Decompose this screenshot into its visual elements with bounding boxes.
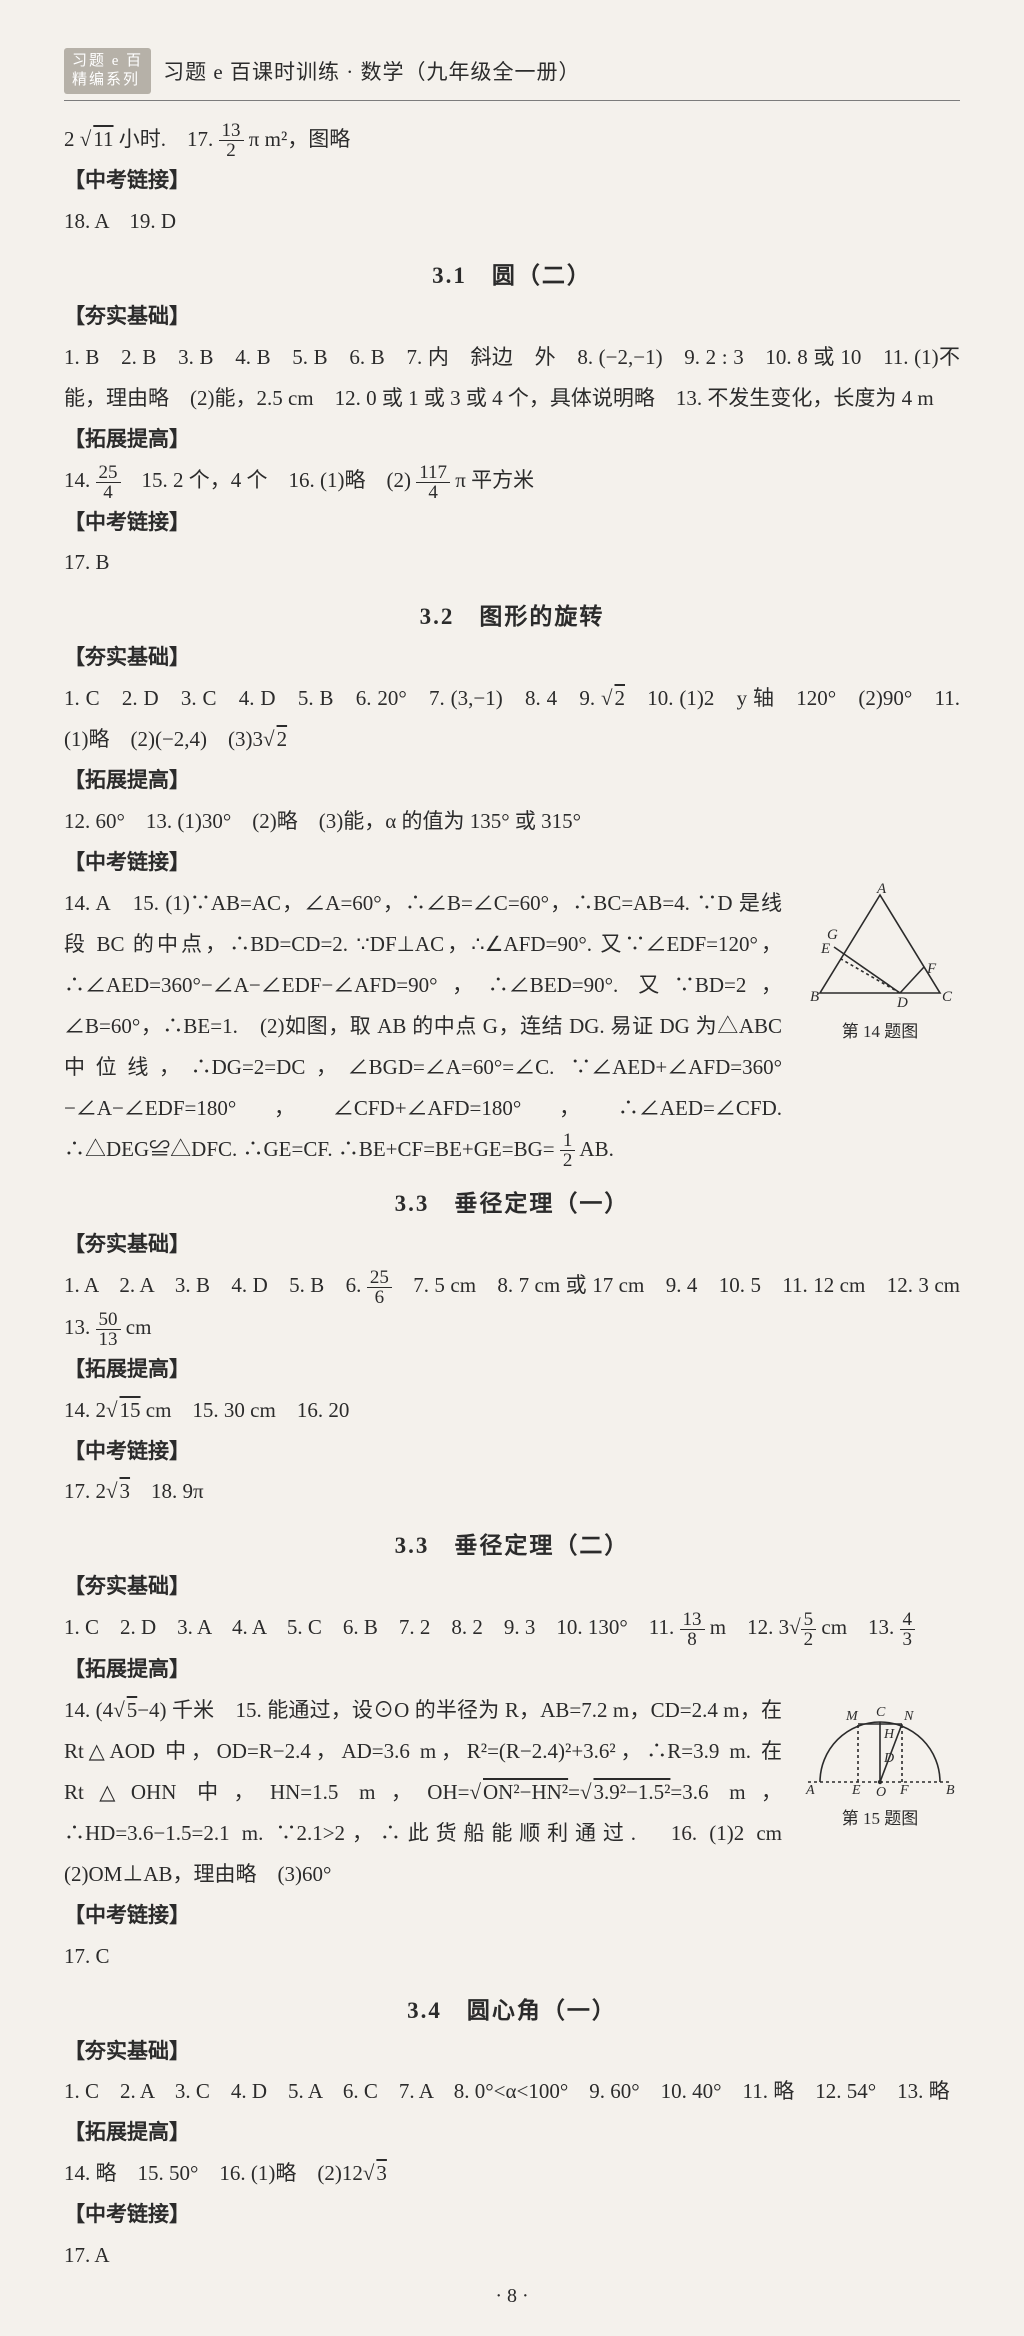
s31-tag-basic: 【夯实基础】: [64, 296, 960, 337]
s33b-link-body: 17. C: [64, 1936, 960, 1977]
s34-tag-basic: 【夯实基础】: [64, 2031, 960, 2072]
section-3-1-title: 3.1 圆（二）: [64, 256, 960, 290]
s34-tag-ext: 【拓展提高】: [64, 2112, 960, 2153]
s33b-basic-body: 1. C 2. D 3. A 4. A 5. C 6. B 7. 2 8. 2 …: [64, 1607, 960, 1649]
figure-14-svg: A B C D E G F: [805, 883, 955, 1013]
s33a-tag-link: 【中考链接】: [64, 1431, 960, 1472]
series-seal: 习题 e 百 精编系列: [64, 48, 151, 94]
fig15-label-C: C: [876, 1705, 886, 1720]
s32-tag-ext: 【拓展提高】: [64, 760, 960, 801]
s31-tag-link: 【中考链接】: [64, 502, 960, 543]
carryover-tag: 【中考链接】: [64, 160, 960, 201]
carryover-answers: 18. A 19. D: [64, 201, 960, 242]
carryover-body: 2 √11 小时. 17. 132 π m²，图略: [64, 119, 960, 161]
seal-line-2: 精编系列: [72, 72, 140, 88]
s33b-tag-ext: 【拓展提高】: [64, 1649, 960, 1690]
fig15-label-B: B: [946, 1783, 955, 1798]
s32-basic-body: 1. C 2. D 3. C 4. D 5. B 6. 20° 7. (3,−1…: [64, 678, 960, 760]
section-3-3a-title: 3.3 垂径定理（一）: [64, 1184, 960, 1218]
s34-tag-link: 【中考链接】: [64, 2194, 960, 2235]
s32-ext-body: 12. 60° 13. (1)30° (2)略 (3)能，α 的值为 135° …: [64, 801, 960, 842]
section-3-3b-title: 3.3 垂径定理（二）: [64, 1526, 960, 1560]
fig14-label-G: G: [827, 927, 838, 943]
s31-basic-body: 1. B 2. B 3. B 4. B 5. B 6. B 7. 内 斜边 外 …: [64, 337, 960, 419]
s32-tag-link: 【中考链接】: [64, 842, 960, 883]
fig15-label-N: N: [903, 1709, 914, 1724]
s31-ext-body: 14. 254 15. 2 个，4 个 16. (1)略 (2) 1174 π …: [64, 460, 960, 502]
s33a-tag-ext: 【拓展提高】: [64, 1349, 960, 1390]
figure-14-caption: 第 14 题图: [800, 1017, 960, 1042]
s33a-basic-body: 1. A 2. A 3. B 4. D 5. B 6. 256 7. 5 cm …: [64, 1265, 960, 1348]
fig14-label-C: C: [942, 989, 953, 1005]
s33a-link-body: 17. 2√3 18. 9π: [64, 1471, 960, 1512]
fig14-label-B: B: [810, 989, 819, 1005]
s34-ext-body: 14. 略 15. 50° 16. (1)略 (2)12√3: [64, 2153, 960, 2194]
section-3-2-title: 3.2 图形的旋转: [64, 597, 960, 631]
fig15-label-F: F: [899, 1783, 909, 1798]
page-header: 习题 e 百 精编系列 习题 e 百课时训练 · 数学（九年级全一册）: [64, 48, 960, 101]
fig14-label-F: F: [926, 961, 937, 977]
fig15-label-H: H: [883, 1727, 895, 1742]
s33a-tag-basic: 【夯实基础】: [64, 1224, 960, 1265]
fig14-label-E: E: [820, 941, 830, 957]
s32-tag-basic: 【夯实基础】: [64, 637, 960, 678]
s33a-ext-body: 14. 2√15 cm 15. 30 cm 16. 20: [64, 1390, 960, 1431]
page-number: · 8 ·: [0, 2285, 1024, 2308]
s34-link-body: 17. A: [64, 2235, 960, 2276]
fig15-label-O: O: [876, 1785, 886, 1800]
figure-15-box: A B M C N H D E F O 第 15 题图: [800, 1690, 960, 1829]
series-title: 习题 e 百课时训练 · 数学（九年级全一册）: [163, 56, 580, 86]
s32-link-row: 14. A 15. (1)∵AB=AC，∠A=60°，∴∠B=∠C=60°，∴B…: [64, 883, 960, 1170]
seal-line-1: 习题 e 百: [72, 53, 143, 69]
fig15-label-D: D: [883, 1751, 894, 1766]
fig15-label-E: E: [851, 1783, 861, 1798]
fig15-label-M: M: [845, 1709, 859, 1724]
figure-15-svg: A B M C N H D E F O: [800, 1690, 960, 1800]
s33b-tag-basic: 【夯实基础】: [64, 1566, 960, 1607]
s34-basic-body: 1. C 2. A 3. C 4. D 5. A 6. C 7. A 8. 0°…: [64, 2071, 960, 2112]
s33b-ext-body: 14. (4√5−4) 千米 15. 能通过，设⊙O 的半径为 R，AB=7.2…: [64, 1690, 782, 1895]
s31-link-body: 17. B: [64, 542, 960, 583]
fig14-label-D: D: [896, 995, 908, 1011]
fig15-label-A: A: [805, 1783, 815, 1798]
s33b-ext-row: 14. (4√5−4) 千米 15. 能通过，设⊙O 的半径为 R，AB=7.2…: [64, 1690, 960, 1895]
section-3-4-title: 3.4 圆心角（一）: [64, 1991, 960, 2025]
page: 习题 e 百 精编系列 习题 e 百课时训练 · 数学（九年级全一册） 2 √1…: [0, 0, 1024, 2336]
fig14-label-A: A: [876, 883, 887, 897]
figure-14-box: A B C D E G F 第 14 题图: [800, 883, 960, 1042]
s33b-tag-link: 【中考链接】: [64, 1895, 960, 1936]
figure-15-caption: 第 15 题图: [800, 1804, 960, 1829]
s31-tag-ext: 【拓展提高】: [64, 419, 960, 460]
s32-link-body: 14. A 15. (1)∵AB=AC，∠A=60°，∴∠B=∠C=60°，∴B…: [64, 883, 782, 1170]
